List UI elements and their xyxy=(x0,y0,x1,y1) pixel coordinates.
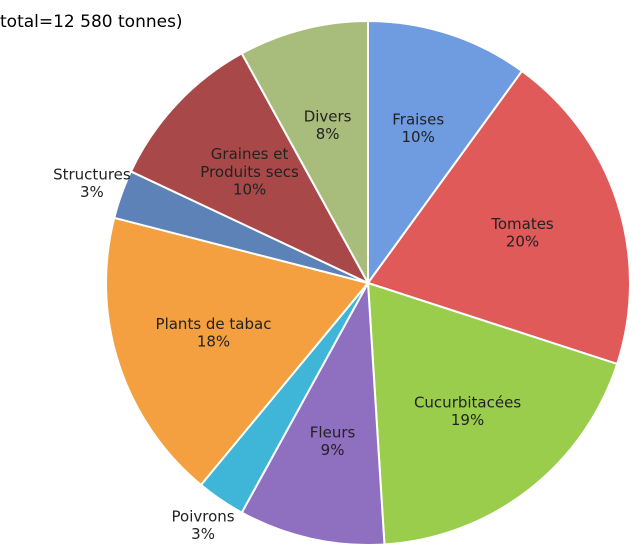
slice-label: Fleurs xyxy=(310,423,356,441)
pie-slice xyxy=(366,69,631,366)
slice-label-line: Structures xyxy=(53,165,131,183)
slice-label: Cucurbitacées xyxy=(414,393,521,411)
slice-value-label: 10% xyxy=(402,128,435,146)
slice-label-line: Plants de tabac xyxy=(156,315,272,333)
slice-label-line: Cucurbitacées xyxy=(414,393,521,411)
slices xyxy=(105,19,631,546)
slice-value-label: 18% xyxy=(197,333,230,351)
slice-value-label: 19% xyxy=(451,411,484,429)
slice-label: Fraises xyxy=(392,110,444,128)
slice-label: Poivrons xyxy=(172,507,235,525)
slice-label-line: Fraises xyxy=(392,110,444,128)
slice-label-line: Graines et xyxy=(211,144,289,162)
chart-title: total=12 580 tonnes) xyxy=(0,12,183,32)
slice-value-label: 3% xyxy=(191,525,215,543)
slice-value-label: 10% xyxy=(233,180,266,198)
pie-slice xyxy=(129,52,371,286)
slice-label-line: Fleurs xyxy=(310,423,356,441)
slice-label-line: Divers xyxy=(304,107,352,125)
slice-label: Structures xyxy=(53,165,131,183)
slice-value-label: 3% xyxy=(80,183,104,201)
slice-label: Tomates xyxy=(490,214,554,232)
slice-value-label: 8% xyxy=(316,125,340,143)
pie-slice xyxy=(366,281,619,546)
slice-value-label: 9% xyxy=(321,441,345,459)
pie-slice xyxy=(105,216,370,487)
pie-slice xyxy=(240,19,369,284)
slice-label: Plants de tabac xyxy=(156,315,272,333)
slice-value-label: 20% xyxy=(506,232,539,250)
pie-slice xyxy=(240,279,386,546)
slice-label-line: Produits secs xyxy=(200,162,299,180)
labels: Fraises10%Tomates20%Cucurbitacées19%Fleu… xyxy=(53,107,554,543)
slice-label-line: Tomates xyxy=(490,214,554,232)
pie-slice xyxy=(367,19,524,287)
slice-label: Graines et Produits secs xyxy=(200,144,299,180)
slice-label-line: Poivrons xyxy=(172,507,235,525)
slice-label: Divers xyxy=(304,107,352,125)
